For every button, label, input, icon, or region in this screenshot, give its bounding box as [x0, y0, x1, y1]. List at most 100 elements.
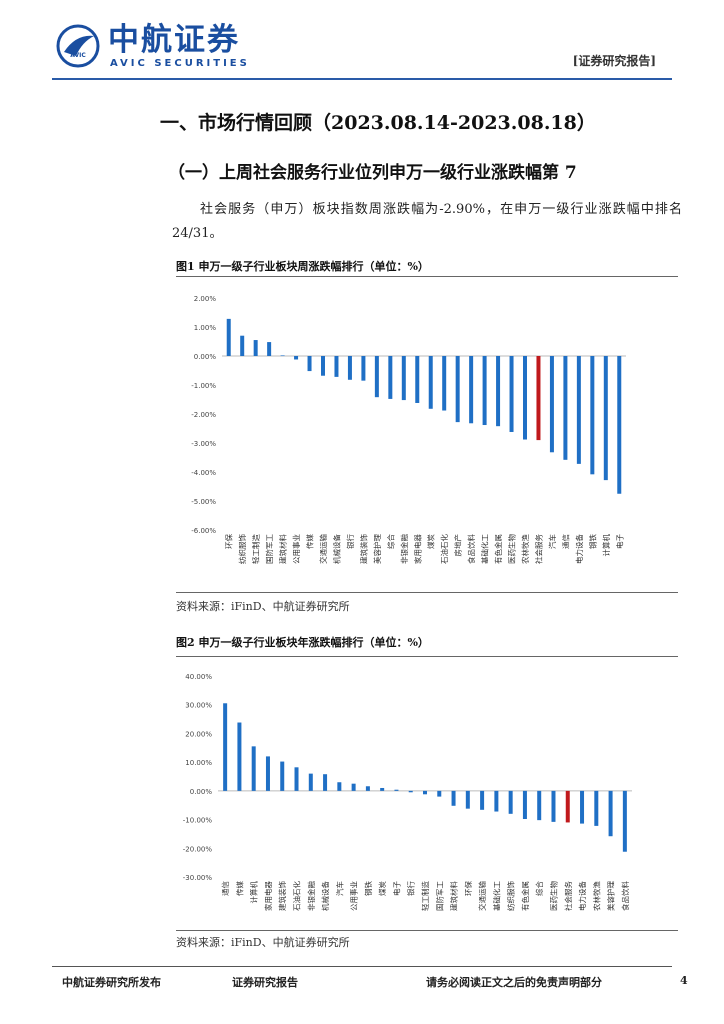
- bar-基础化工: [494, 790, 499, 812]
- report-type-tag: [证券研究报告]: [572, 54, 656, 68]
- x-tick-label: 银行: [406, 881, 416, 896]
- x-tick-label: 银行: [345, 534, 355, 549]
- bar-通信: [563, 356, 568, 460]
- x-tick-label: 电力设备: [574, 534, 584, 564]
- bar-家用电器: [265, 756, 270, 791]
- figure2-top-rule: [176, 656, 678, 657]
- x-tick-label: 有色金属: [520, 881, 530, 911]
- bar-电力设备: [580, 790, 585, 824]
- logo-english-name: AVIC SECURITIES: [110, 58, 250, 69]
- x-tick-label: 电子: [391, 881, 401, 896]
- x-tick-label: 煤炭: [377, 881, 387, 896]
- y-tick-label: 0.00%: [194, 353, 217, 361]
- x-tick-label: 建筑装饰: [358, 534, 368, 564]
- bar-轻工制造: [253, 340, 258, 356]
- bar-食品饮料: [469, 356, 474, 424]
- bar-建筑装饰: [280, 761, 285, 791]
- bar-国防军工: [437, 790, 442, 797]
- x-tick-label: 轻工制造: [420, 881, 430, 911]
- x-tick-label: 机械设备: [320, 881, 330, 911]
- bar-综合: [537, 790, 542, 821]
- bar-煤炭: [428, 356, 433, 409]
- x-tick-label: 机械设备: [331, 534, 341, 564]
- bar-环保: [465, 790, 470, 809]
- x-tick-label: 公用事业: [349, 881, 359, 911]
- x-tick-label: 交通运输: [318, 534, 328, 564]
- x-tick-label: 农林牧渔: [591, 881, 601, 911]
- x-tick-label: 环保: [464, 881, 473, 896]
- x-tick-label: 计算机: [249, 881, 259, 904]
- x-tick-label: 基础化工: [491, 881, 501, 911]
- bar-电子: [617, 356, 622, 494]
- y-tick-label: -10.00%: [183, 817, 213, 825]
- x-tick-label: 国防军工: [264, 534, 274, 564]
- bar-非银金融: [308, 773, 313, 791]
- x-tick-label: 国防军工: [434, 881, 444, 911]
- figure2-title: 图2 申万一级子行业板块年涨跌幅排行（单位：%）: [176, 636, 429, 649]
- bar-石油石化: [442, 356, 447, 411]
- footer-divider: [52, 966, 672, 967]
- bar-银行: [408, 790, 413, 793]
- bar-机械设备: [323, 774, 328, 791]
- y-tick-label: 10.00%: [185, 759, 212, 767]
- y-tick-label: 40.00%: [185, 673, 212, 681]
- x-tick-label: 计算机: [601, 534, 611, 557]
- header-divider: [52, 78, 672, 80]
- x-tick-label: 食品饮料: [620, 881, 630, 911]
- logo-chinese-name: 中航证券: [108, 22, 240, 58]
- bar-有色金属: [496, 356, 501, 427]
- summary-paragraph: 社会服务（申万）板块指数周涨跌幅为-2.90%，在申万一级行业涨跌幅中排名24/…: [172, 202, 682, 241]
- x-tick-label: 社会服务: [533, 534, 543, 564]
- bar-计算机: [603, 356, 608, 481]
- bar-有色金属: [522, 790, 527, 819]
- y-tick-label: -3.00%: [191, 440, 216, 448]
- y-tick-label: 2.00%: [194, 295, 217, 303]
- bar-石油石化: [294, 767, 299, 791]
- y-tick-label: -2.00%: [191, 411, 216, 419]
- y-tick-label: -4.00%: [191, 469, 216, 477]
- x-tick-label: 石油石化: [292, 881, 302, 911]
- x-tick-label: 建筑材料: [278, 534, 288, 564]
- bar-煤炭: [380, 787, 385, 791]
- bar-家用电器: [415, 356, 420, 403]
- bar-非银金融: [401, 356, 406, 401]
- bar-传媒: [307, 356, 312, 372]
- x-tick-label: 家用电器: [263, 881, 273, 911]
- bar-机械设备: [334, 356, 339, 377]
- x-tick-label: 电子: [614, 534, 624, 549]
- bar-食品饮料: [622, 790, 627, 852]
- x-tick-label: 建筑材料: [449, 881, 459, 911]
- x-tick-label: 传媒: [305, 534, 315, 549]
- x-tick-label: 电力设备: [577, 881, 587, 911]
- figure2-chart: 40.00% 30.00% 20.00% 10.00% 0.00% -10.00% -20.…: [183, 673, 632, 911]
- company-logo: AVIC 中航证券 AVIC SECURITIES: [56, 22, 256, 72]
- x-tick-label: 美容护理: [372, 534, 382, 564]
- x-tick-label: 家用电器: [412, 534, 422, 564]
- y-tick-label: 1.00%: [194, 324, 217, 332]
- bar-农林牧渔: [594, 790, 599, 826]
- x-tick-label: 钢铁: [587, 534, 597, 549]
- y-tick-label: -30.00%: [183, 874, 213, 882]
- bar-纺织服饰: [240, 335, 245, 356]
- bar-建筑装饰: [361, 356, 366, 381]
- logo-mark-text: AVIC: [70, 52, 86, 59]
- figure1-bottom-rule: [176, 592, 678, 593]
- x-tick-label: 汽车: [547, 534, 557, 549]
- x-tick-label: 轻工制造: [251, 534, 261, 564]
- figure1-chart: 2.00% 1.00% 0.00% -1.00% -2.00% -3.00% -4.00% -…: [191, 295, 626, 564]
- figure1-source: 资料来源：iFinD、中航证券研究所: [176, 600, 350, 613]
- footer-publisher: 中航证券研究所发布: [62, 976, 161, 989]
- bar-房地产: [455, 356, 460, 423]
- x-tick-label: 有色金属: [493, 534, 503, 564]
- bar-建筑材料: [451, 790, 456, 806]
- bar-汽车: [337, 782, 342, 791]
- bar-医药生物: [551, 790, 556, 822]
- bar-社会服务: [565, 790, 570, 823]
- bar-计算机: [251, 746, 256, 791]
- bar-通信: [223, 703, 228, 791]
- bar-农林牧渔: [523, 356, 527, 440]
- figure2-source: 资料来源：iFinD、中航证券研究所: [176, 936, 350, 949]
- bar-交通运输: [321, 356, 325, 376]
- x-tick-label: 基础化工: [480, 534, 490, 564]
- bar-交通运输: [480, 790, 485, 810]
